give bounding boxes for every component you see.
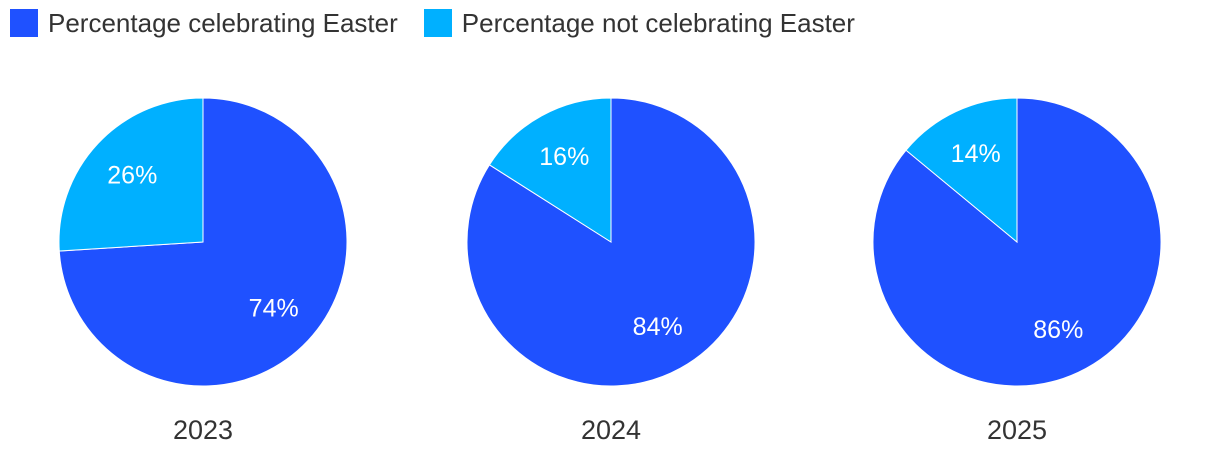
- legend-label-not-celebrating: Percentage not celebrating Easter: [461, 7, 855, 38]
- year-label-2025: 2025: [987, 415, 1047, 445]
- slice-label-2023-celebrating: 74%: [249, 294, 299, 322]
- legend-swatch-celebrating: [10, 9, 38, 37]
- pie-slice-2025-celebrating[interactable]: [872, 97, 1162, 387]
- slice-label-2024-not-celebrating: 16%: [539, 143, 589, 171]
- pie-slice-2023-not-celebrating[interactable]: [58, 97, 204, 252]
- legend-swatch-not-celebrating: [423, 9, 452, 37]
- legend-item-celebrating[interactable]: Percentage celebrating Easter: [10, 8, 398, 39]
- legend-label-celebrating: Percentage celebrating Easter: [48, 7, 398, 38]
- chart-legend: Percentage celebrating Easter Percentage…: [10, 7, 881, 39]
- pie-slice-2024-not-celebrating[interactable]: [488, 97, 612, 243]
- slice-label-2025-celebrating: 86%: [1033, 316, 1083, 344]
- year-label-2024: 2024: [581, 415, 641, 445]
- pie-slice-2025-not-celebrating[interactable]: [905, 97, 1018, 244]
- slice-label-2024-celebrating: 84%: [633, 313, 683, 341]
- year-label-2023: 2023: [173, 415, 233, 445]
- slice-label-2023-not-celebrating: 26%: [107, 162, 157, 190]
- slice-label-2025-not-celebrating: 14%: [951, 140, 1001, 168]
- legend-item-not-celebrating[interactable]: Percentage not celebrating Easter: [423, 7, 855, 39]
